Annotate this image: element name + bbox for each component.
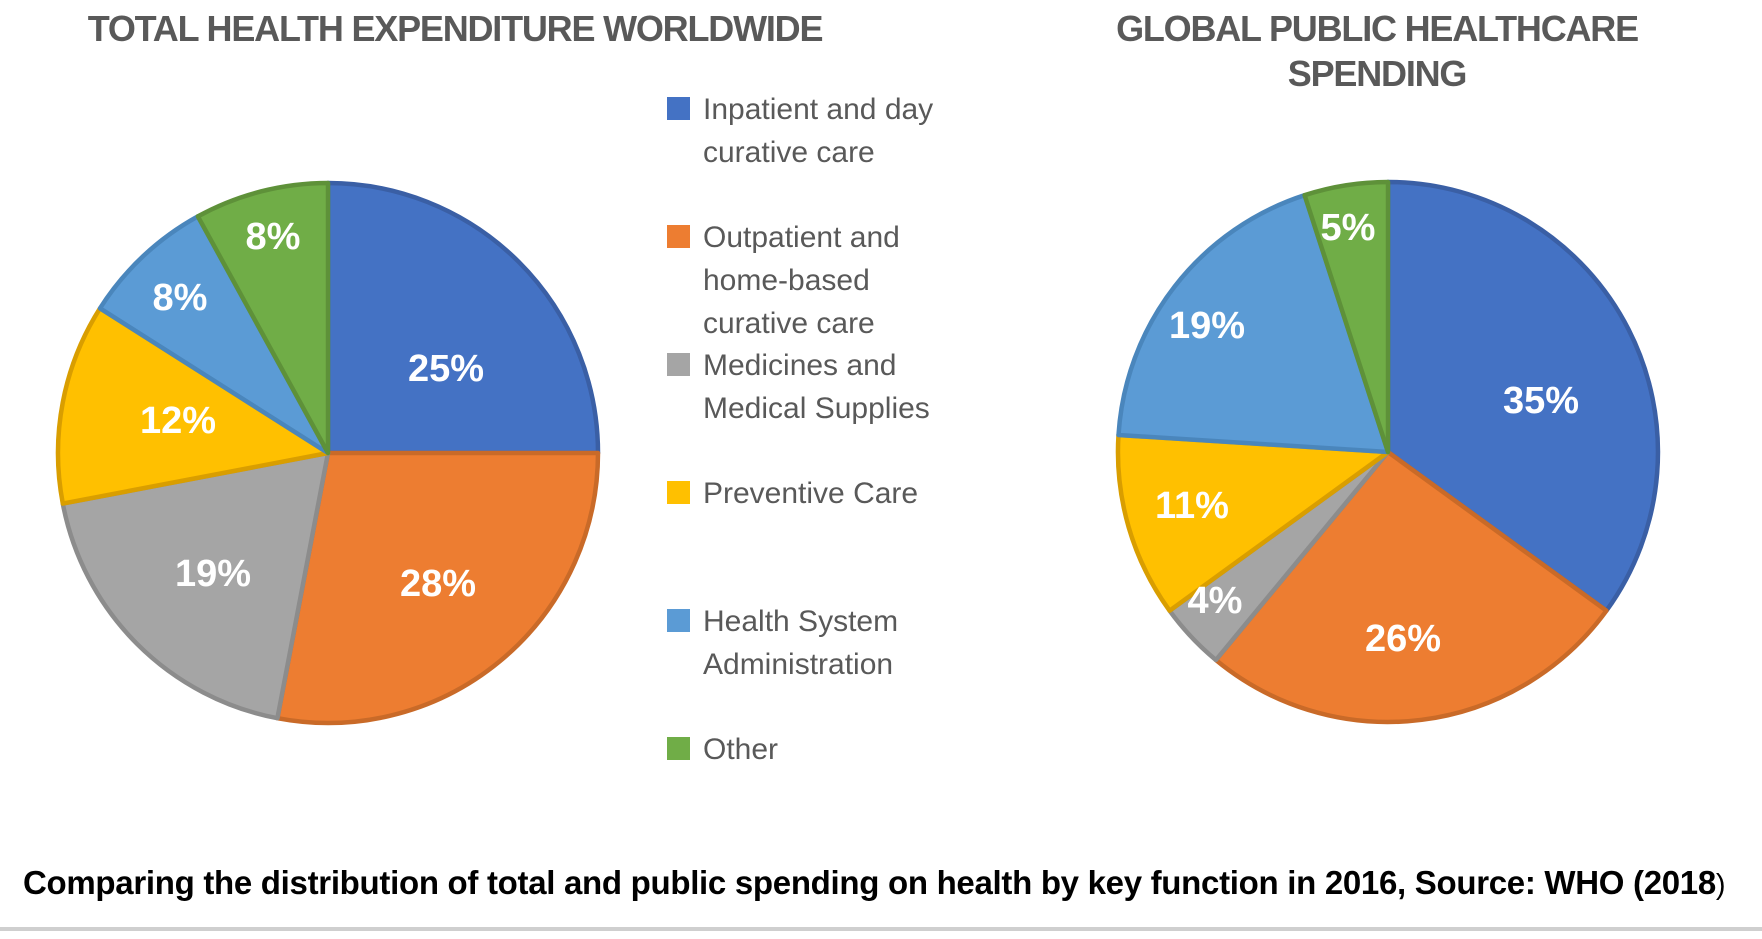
caption-text: Comparing the distribution of total and … xyxy=(23,864,1716,901)
legend-item-other: Other xyxy=(667,728,973,771)
pie-2-label-preventive-care: 11% xyxy=(1155,485,1229,527)
legend-item-medicines-and-medical-supplies: Medicines and Medical Supplies xyxy=(667,344,973,430)
chart-title-total-health-expenditure: TOTAL HEALTH EXPENDITURE WORLDWIDE xyxy=(87,8,824,49)
pie-2-label-outpatient-and-home-based-curative-care: 26% xyxy=(1365,618,1441,660)
pie-1-slice-outpatient-and-home-based-curative-care xyxy=(275,450,601,726)
pie-2-label-health-system-administration: 19% xyxy=(1169,305,1245,347)
caption: Comparing the distribution of total and … xyxy=(23,864,1753,902)
pie-1-label-health-system-administration: 8% xyxy=(153,277,208,319)
pie-1-label-inpatient-and-day-curative-care: 25% xyxy=(408,348,484,390)
legend-swatch-medicines-and-medical-supplies xyxy=(667,353,690,376)
pie-1-label-preventive-care: 12% xyxy=(140,400,216,442)
legend-item-inpatient-and-day-curative-care: Inpatient and day curative care xyxy=(667,88,973,174)
chart-title-global-public-spending: GLOBAL PUBLIC HEALTHCARE SPENDING xyxy=(1116,8,1639,94)
pie-1-slice-preventive-care xyxy=(55,306,331,506)
legend-item-health-system-administration: Health System Administration xyxy=(667,600,973,686)
pie-2-slice-preventive-care xyxy=(1115,432,1391,613)
pie-1-slice-health-system-administration xyxy=(97,214,331,456)
pie-2-slice-health-system-administration xyxy=(1116,192,1391,455)
legend-swatch-health-system-administration xyxy=(667,609,690,632)
pie-1-slice-medicines-and-medical-supplies xyxy=(60,450,331,721)
legend-item-label: Health System Administration xyxy=(703,605,899,681)
pie-2-slice-other xyxy=(1302,179,1391,455)
bottom-divider xyxy=(0,927,1762,931)
caption-suffix: ) xyxy=(1715,869,1726,901)
pie-2-label-medicines-and-medical-supplies: 4% xyxy=(1188,580,1243,622)
legend-item-label: Inpatient and day curative care xyxy=(703,93,934,169)
legend-item-label: Medicines and Medical Supplies xyxy=(703,349,930,425)
pie-2-label-inpatient-and-day-curative-care: 35% xyxy=(1503,380,1579,422)
pie-2-label-other: 5% xyxy=(1321,207,1376,249)
legend-swatch-inpatient-and-day-curative-care xyxy=(667,97,690,120)
legend-swatch-preventive-care xyxy=(667,481,690,504)
pie-2-slice-outpatient-and-home-based-curative-care xyxy=(1213,449,1609,725)
legend-item-label: Outpatient and home-based curative care xyxy=(703,221,900,340)
legend-item-label: Preventive Care xyxy=(703,477,919,510)
pie-1-slice-other xyxy=(195,180,331,456)
legend-item-preventive-care: Preventive Care xyxy=(667,472,973,515)
legend-swatch-other xyxy=(667,737,690,760)
pie-1-slice-inpatient-and-day-curative-care xyxy=(325,180,601,456)
pie-1-label-outpatient-and-home-based-curative-care: 28% xyxy=(400,563,476,605)
legend-swatch-outpatient-and-home-based-curative-care xyxy=(667,225,690,248)
pie-2-slice-inpatient-and-day-curative-care xyxy=(1385,179,1661,613)
legend-item-outpatient-and-home-based-curative-care: Outpatient and home-based curative care xyxy=(667,216,973,345)
pie-1-label-medicines-and-medical-supplies: 19% xyxy=(175,553,251,595)
legend-item-label: Other xyxy=(703,733,779,766)
pie-1-label-other: 8% xyxy=(246,216,301,258)
